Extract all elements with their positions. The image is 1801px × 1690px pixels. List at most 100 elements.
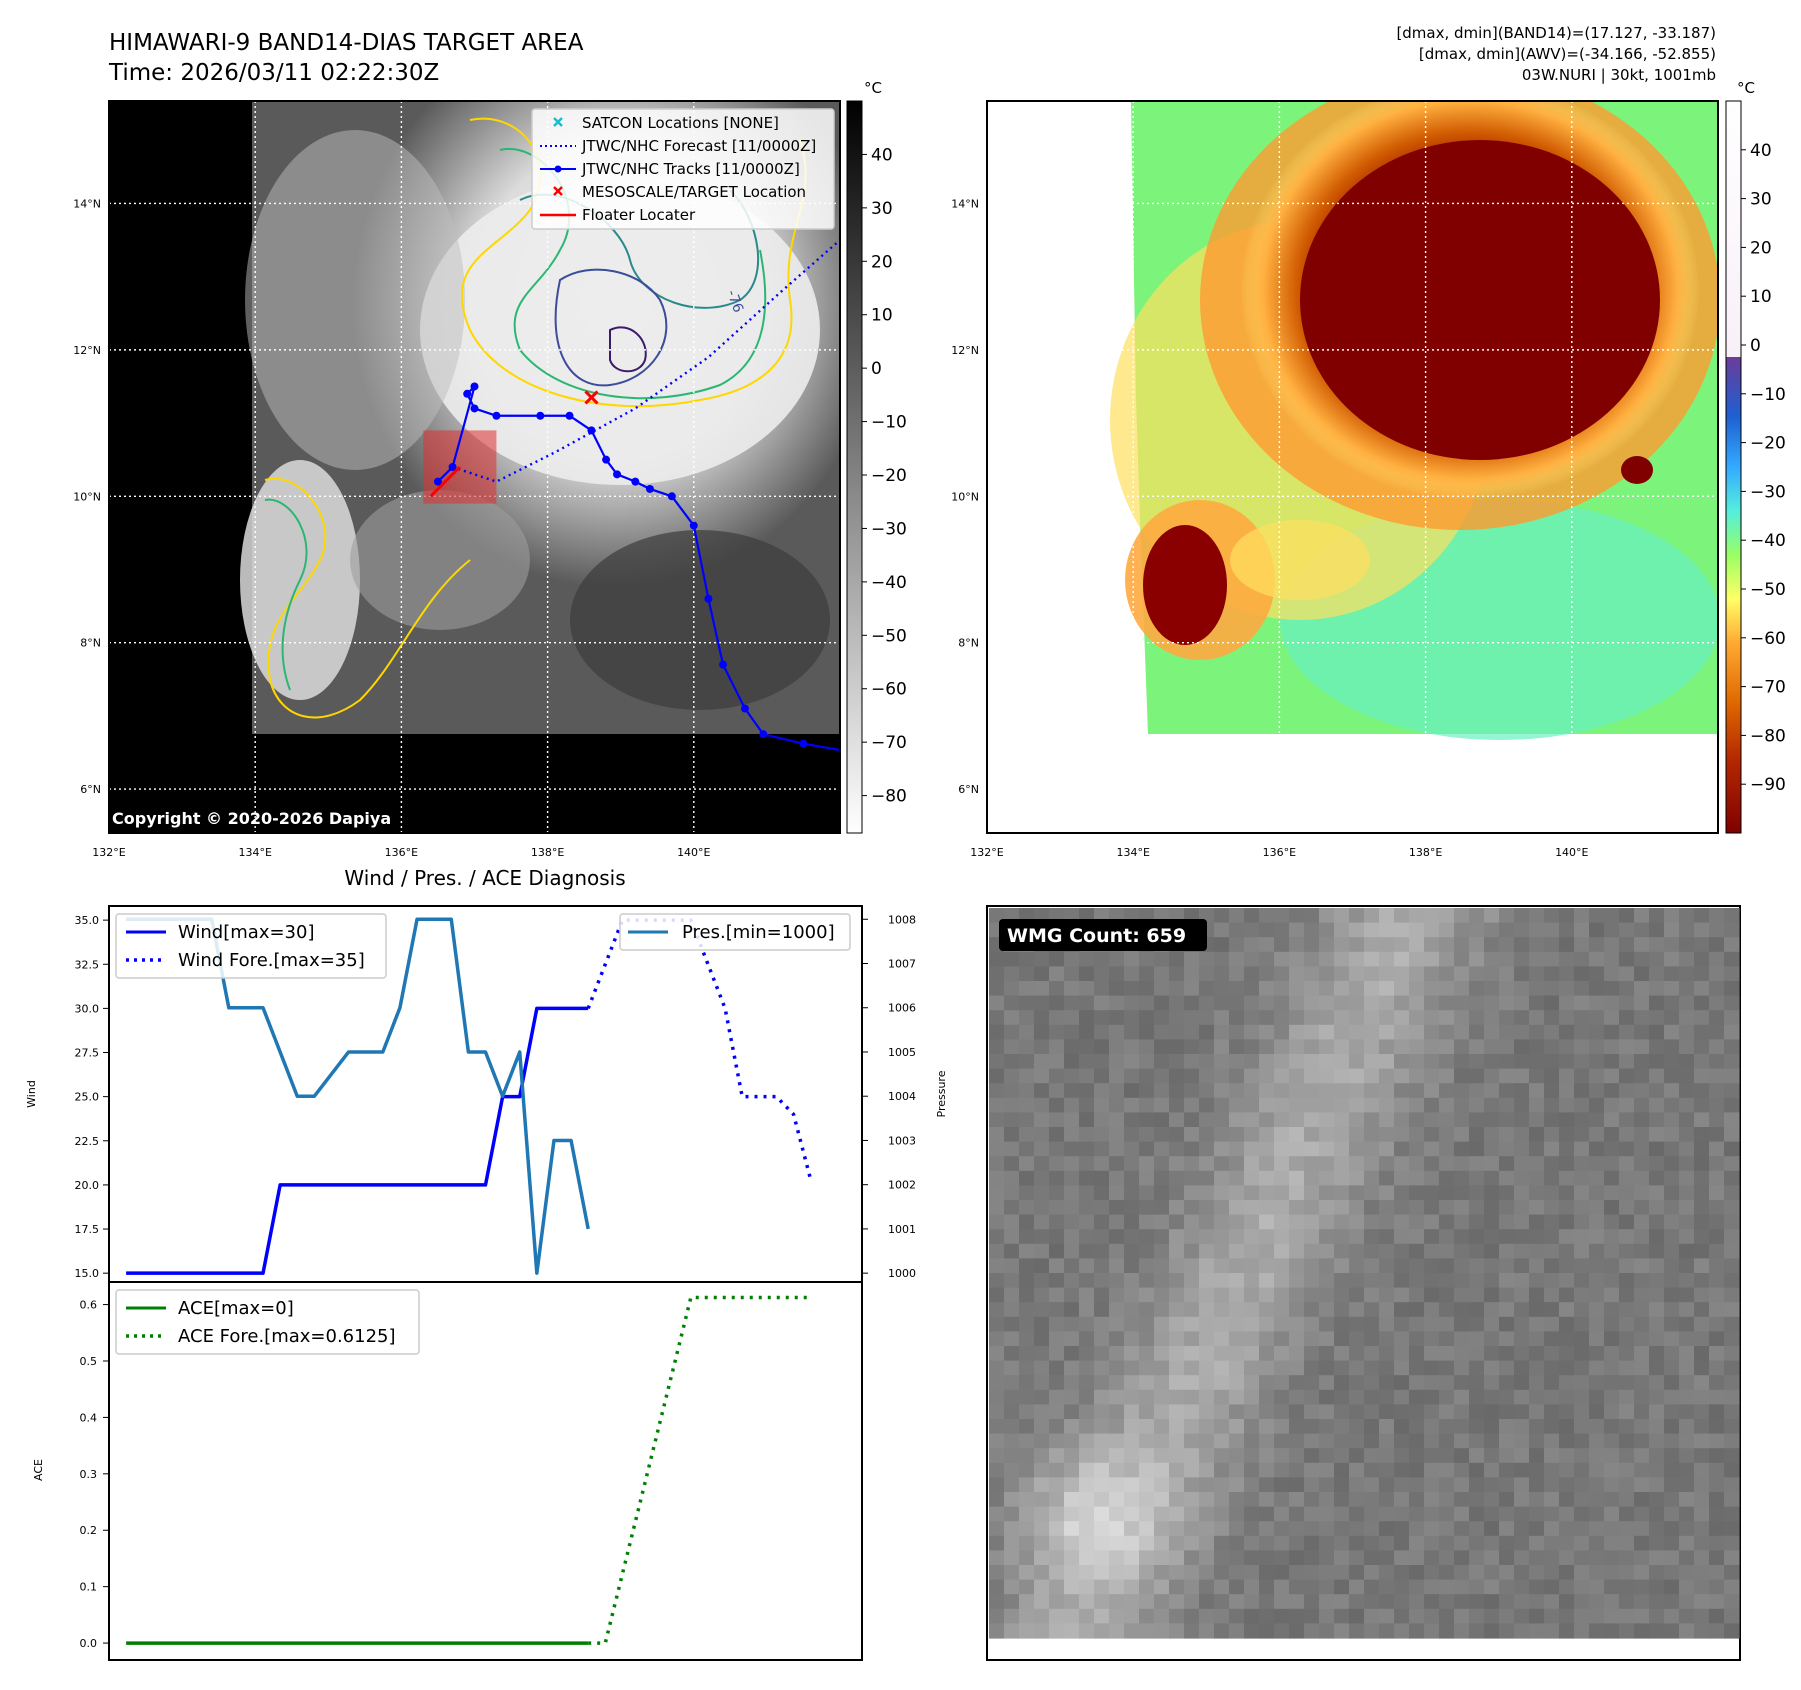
- map2-lon-labels: 132°E 134°E 136°E 138°E 140°E: [970, 846, 1588, 859]
- colorbar-tick-label: 30: [871, 199, 893, 219]
- pressure-ytick-label: 1005: [888, 1046, 916, 1059]
- info-storm: 03W.NURI | 30kt, 1001mb: [1522, 66, 1716, 84]
- wind-pressure-chart: 15.0 17.5 20.0 22.5 25.0 27.5 30.0 32.5 35.0 1000…: [25, 905, 948, 1283]
- map2-lat-labels: 14°N 12°N 10°N 8°N 6°N: [951, 197, 979, 796]
- track-point: [759, 730, 768, 739]
- legend-ace-forecast: ACE Fore.[max=0.6125]: [178, 1326, 396, 1347]
- legend-label: MESOSCALE/TARGET Location: [582, 183, 806, 201]
- colorbar-tick-label: 40: [1750, 141, 1772, 161]
- wind-ytick-label: 20.0: [75, 1179, 100, 1192]
- lat-tick-label: 12°N: [951, 344, 979, 357]
- gray-colorbar: °C 40 30 20 10 0 −10 −20 −30 −40 −50 −60 −70 −80: [846, 79, 907, 834]
- lat-tick-label: 12°N: [73, 344, 101, 357]
- legend-pressure: Pres.[min=1000]: [682, 922, 835, 943]
- info-band14: [dmax, dmin](BAND14)=(17.127, -33.187): [1396, 24, 1716, 42]
- colorbar-tick-label: −40: [1750, 531, 1786, 551]
- ace-chart: 0.0 0.1 0.2 0.3 0.4 0.5 0.6 ACE ACE[max=0] ACE…: [32, 1281, 863, 1661]
- diagnosis-title: Wind / Pres. / ACE Diagnosis: [344, 866, 625, 890]
- pressure-ytick-label: 1000: [888, 1267, 916, 1280]
- wmg-count: WMG Count: 659: [1007, 925, 1186, 947]
- track-point: [689, 521, 698, 530]
- pressure-ytick-label: 1004: [888, 1090, 916, 1103]
- legend-wind: Wind[max=30]: [178, 922, 315, 943]
- pressure-ytick-label: 1008: [888, 913, 916, 926]
- lat-tick-label: 10°N: [951, 490, 979, 503]
- pressure-ytick-label: 1007: [888, 958, 916, 971]
- colorbar-tick-label: 20: [871, 252, 893, 272]
- colorbar-tick-label: −30: [1750, 482, 1786, 502]
- wind-ylabel: Wind: [25, 1080, 38, 1108]
- lon-tick-label: 134°E: [238, 846, 271, 859]
- colorbar-tick-label: −50: [1750, 580, 1786, 600]
- track-point: [463, 389, 472, 398]
- ace-ytick-label: 0.0: [80, 1637, 98, 1650]
- legend-marker: [553, 117, 563, 127]
- pressure-legend: Pres.[min=1000]: [619, 913, 851, 951]
- track-point: [704, 594, 713, 603]
- wind-ytick-label: 27.5: [75, 1047, 100, 1060]
- lon-tick-label: 132°E: [970, 846, 1003, 859]
- ace-ytick-label: 0.2: [80, 1524, 98, 1537]
- series-ace-fore-max-: [588, 1295, 811, 1645]
- track-point: [740, 704, 749, 713]
- lon-tick-label: 138°E: [531, 846, 564, 859]
- best-track-points: [433, 382, 808, 748]
- ace-ytick-label: 0.4: [80, 1411, 98, 1424]
- wind-ytick-label: 15.0: [75, 1267, 100, 1280]
- legend-label: Floater Locater: [582, 206, 696, 224]
- legend-ace: ACE[max=0]: [178, 1298, 294, 1319]
- series-pres-min-: [126, 917, 590, 1275]
- lat-tick-label: 14°N: [73, 197, 101, 210]
- info-awv: [dmax, dmin](AWV)=(-34.166, -52.855): [1419, 45, 1716, 63]
- lon-tick-label: 138°E: [1409, 846, 1442, 859]
- colorbar-tick-label: 0: [1750, 336, 1761, 356]
- legend-marker: [553, 186, 563, 196]
- track-point: [645, 484, 654, 493]
- track-point: [470, 404, 479, 413]
- colorbar-tick-label: 40: [871, 145, 893, 165]
- legend-label: JTWC/NHC Forecast [11/0000Z]: [581, 137, 816, 155]
- lat-tick-label: 14°N: [951, 197, 979, 210]
- track-point: [587, 426, 596, 435]
- wmg-pixel-grid: [989, 908, 1740, 1639]
- colorbar-tick-label: −10: [1750, 385, 1786, 405]
- wind-ytick-label: 35.0: [75, 914, 100, 927]
- map1-lon-labels: 132°E 134°E 136°E 138°E 140°E: [92, 846, 710, 859]
- ace-ytick-label: 0.6: [80, 1299, 98, 1312]
- track-point: [799, 739, 808, 748]
- ace-legend: ACE[max=0] ACE Fore.[max=0.6125]: [115, 1289, 420, 1355]
- series-wind-max-: [126, 1006, 589, 1275]
- track-point: [448, 463, 457, 471]
- colorbar-tick-label: −20: [871, 466, 907, 486]
- wind-ytick-label: 25.0: [75, 1091, 100, 1104]
- floater-locator: [429, 465, 461, 498]
- track-point: [536, 411, 545, 420]
- track-point: [613, 470, 622, 479]
- ace-ytick-label: 0.5: [80, 1355, 98, 1368]
- track-point: [470, 382, 479, 391]
- figure-time: Time: 2026/03/11 02:22:30Z: [108, 60, 439, 86]
- pressure-ytick-label: 1002: [888, 1179, 916, 1192]
- lat-tick-label: 8°N: [958, 637, 979, 650]
- colorbar-tick-label: 10: [871, 306, 893, 326]
- copyright: Copyright © 2020-2026 Dapiya: [112, 809, 391, 828]
- color-colorbar-unit: °C: [1737, 79, 1755, 97]
- awv-map-panel: [986, 100, 1719, 834]
- colorbar-tick-label: −50: [871, 626, 907, 646]
- ace-ytick-label: 0.3: [80, 1468, 98, 1481]
- ir-map-panel: -76 Copyright © 2020-2026 Dapiya SATCON …: [108, 100, 841, 834]
- map2-gridlines: [987, 101, 1718, 833]
- wind-ytick-label: 32.5: [75, 958, 100, 971]
- track-point: [667, 492, 676, 501]
- colorbar-tick-label: 30: [1750, 190, 1772, 210]
- colorbar-tick-label: −80: [871, 787, 907, 807]
- track-point: [492, 411, 501, 420]
- wmg-count-badge: [999, 919, 1207, 951]
- legend-label: SATCON Locations [NONE]: [582, 114, 779, 132]
- lon-tick-label: 140°E: [677, 846, 710, 859]
- lat-tick-label: 6°N: [958, 783, 979, 796]
- ace-ytick-label: 0.1: [80, 1581, 98, 1594]
- lon-tick-label: 136°E: [1263, 846, 1296, 859]
- lon-tick-label: 132°E: [92, 846, 125, 859]
